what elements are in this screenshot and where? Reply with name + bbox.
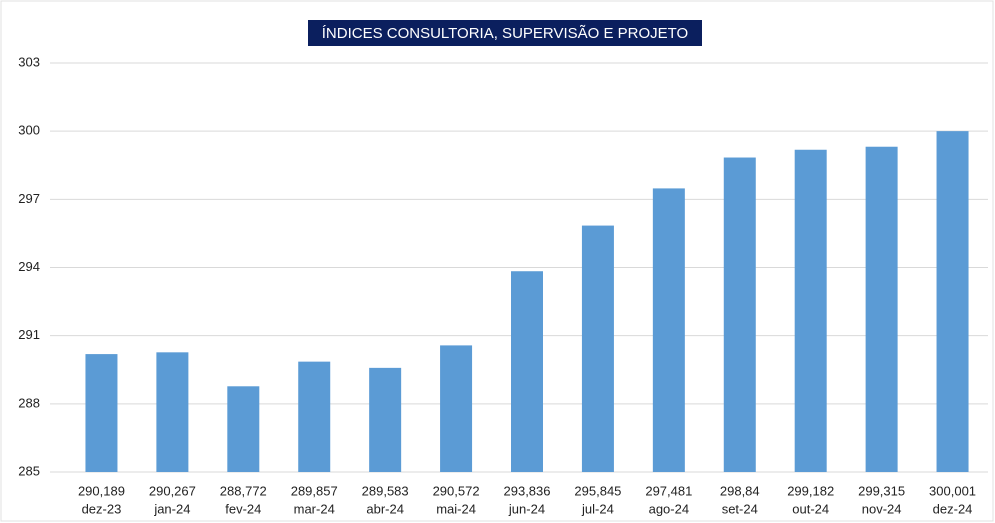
value-label: 289,583 bbox=[362, 483, 409, 498]
x-tick-label: out-24 bbox=[792, 501, 829, 516]
x-tick-label: ago-24 bbox=[649, 501, 689, 516]
bar bbox=[652, 188, 685, 473]
bar bbox=[581, 225, 614, 472]
x-tick-label: nov-24 bbox=[862, 501, 902, 516]
y-tick-label: 291 bbox=[18, 327, 40, 342]
value-label: 298,84 bbox=[720, 483, 760, 498]
value-label: 290,189 bbox=[78, 483, 125, 498]
bar bbox=[936, 131, 969, 472]
chart-title: ÍNDICES CONSULTORIA, SUPERVISÃO E PROJET… bbox=[322, 25, 688, 42]
value-label: 299,315 bbox=[858, 483, 905, 498]
y-tick-label: 294 bbox=[18, 259, 40, 274]
x-tick-label: jan-24 bbox=[153, 501, 190, 516]
bar bbox=[85, 354, 118, 472]
value-label: 290,267 bbox=[149, 483, 196, 498]
x-tick-label: dez-23 bbox=[82, 501, 122, 516]
y-tick-label: 285 bbox=[18, 463, 40, 478]
x-tick-label: set-24 bbox=[722, 501, 758, 516]
value-label: 299,182 bbox=[787, 483, 834, 498]
y-tick-label: 300 bbox=[18, 123, 40, 138]
bar bbox=[511, 271, 543, 472]
value-label: 290,572 bbox=[433, 483, 480, 498]
bar bbox=[723, 157, 756, 472]
x-tick-label: jun-24 bbox=[508, 501, 545, 516]
x-tick-label: fev-24 bbox=[225, 501, 261, 516]
value-label: 288,772 bbox=[220, 483, 267, 498]
x-tick-label: jul-24 bbox=[581, 501, 614, 516]
value-label: 293,836 bbox=[504, 483, 551, 498]
bar bbox=[298, 361, 331, 472]
y-tick-label: 288 bbox=[18, 395, 40, 410]
value-label: 300,001 bbox=[929, 483, 976, 498]
y-tick-label: 297 bbox=[18, 191, 40, 206]
title-box bbox=[308, 20, 702, 46]
x-tick-label: dez-24 bbox=[933, 501, 973, 516]
bar bbox=[440, 345, 473, 472]
value-label: 295,845 bbox=[574, 483, 621, 498]
bar bbox=[227, 386, 260, 472]
x-tick-label: abr-24 bbox=[366, 501, 404, 516]
value-label: 297,481 bbox=[645, 483, 692, 498]
value-label: 289,857 bbox=[291, 483, 338, 498]
bar bbox=[369, 367, 402, 472]
bar bbox=[156, 352, 189, 472]
y-tick-label: 303 bbox=[18, 54, 40, 69]
bar bbox=[865, 146, 898, 472]
x-tick-label: mar-24 bbox=[294, 501, 335, 516]
x-tick-label: mai-24 bbox=[436, 501, 476, 516]
bar bbox=[794, 149, 827, 472]
